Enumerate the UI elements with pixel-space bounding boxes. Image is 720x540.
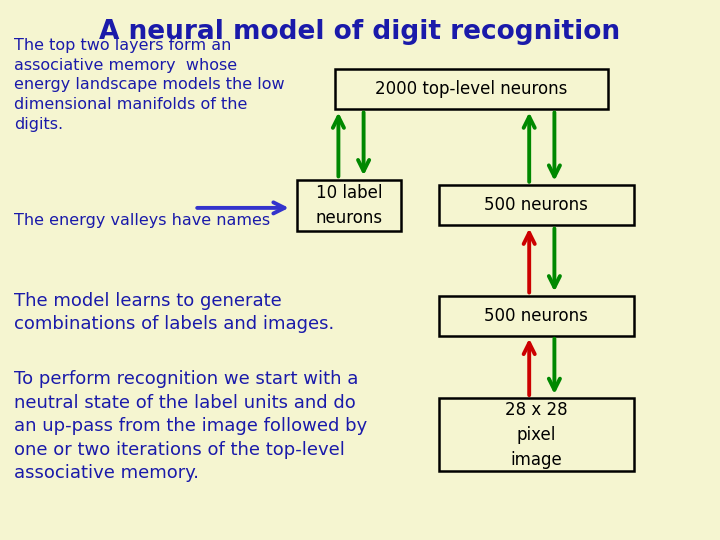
Text: The top two layers form an
associative memory  whose
energy landscape models the: The top two layers form an associative m… xyxy=(14,38,285,132)
Text: The energy valleys have names: The energy valleys have names xyxy=(14,213,271,228)
Text: 28 x 28
pixel
image: 28 x 28 pixel image xyxy=(505,401,567,469)
Text: To perform recognition we start with a
neutral state of the label units and do
a: To perform recognition we start with a n… xyxy=(14,370,368,482)
Text: The model learns to generate
combinations of labels and images.: The model learns to generate combination… xyxy=(14,292,335,333)
FancyBboxPatch shape xyxy=(439,185,634,226)
Text: 500 neurons: 500 neurons xyxy=(485,307,588,325)
Text: A neural model of digit recognition: A neural model of digit recognition xyxy=(99,19,621,45)
Text: 500 neurons: 500 neurons xyxy=(485,196,588,214)
Text: 2000 top-level neurons: 2000 top-level neurons xyxy=(375,80,568,98)
FancyBboxPatch shape xyxy=(335,69,608,109)
FancyBboxPatch shape xyxy=(297,179,402,231)
FancyBboxPatch shape xyxy=(439,296,634,336)
Text: 10 label
neurons: 10 label neurons xyxy=(315,184,383,227)
FancyBboxPatch shape xyxy=(439,399,634,471)
